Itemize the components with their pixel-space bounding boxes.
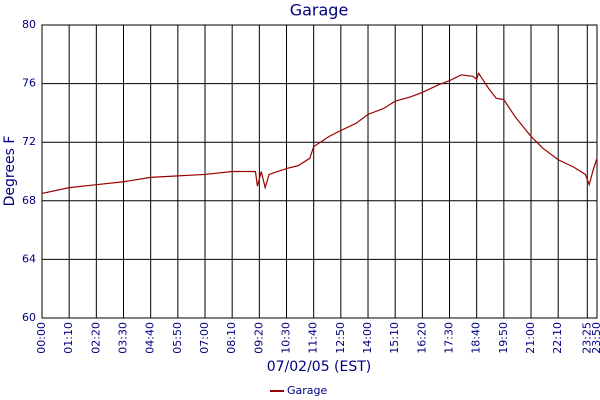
- x-tick-label: 08:10: [225, 322, 238, 354]
- y-tick-label: 64: [22, 252, 36, 265]
- x-tick-label: 12:50: [334, 322, 347, 354]
- x-tick-label: 09:20: [252, 322, 265, 354]
- y-tick-label: 68: [22, 194, 36, 207]
- x-axis-label: 07/02/05 (EST): [267, 359, 372, 375]
- x-tick-label: 17:30: [443, 322, 456, 354]
- legend-label: Garage: [287, 384, 328, 397]
- y-axis-label: Degrees F: [2, 136, 18, 207]
- x-tick-label: 22:10: [551, 322, 564, 354]
- y-tick-label: 80: [22, 18, 36, 31]
- x-tick-label: 19:50: [497, 322, 510, 354]
- x-tick-label: 00:00: [35, 322, 48, 354]
- plot-frame: [41, 24, 598, 319]
- x-tick-label: 07:00: [198, 322, 211, 354]
- x-tick-label: 10:30: [280, 322, 293, 354]
- x-tick-label: 18:40: [470, 322, 483, 354]
- x-tick-label: 02:20: [89, 322, 102, 354]
- x-tick-label: 11:40: [307, 322, 320, 354]
- x-tick-label: 14:00: [361, 322, 374, 354]
- y-tick-label: 72: [22, 135, 36, 148]
- y-tick-label: 76: [22, 77, 36, 90]
- x-tick-label: 16:20: [415, 322, 428, 354]
- y-tick-label: 60: [22, 311, 36, 324]
- data-line: [41, 71, 598, 195]
- x-tick-label: 05:50: [171, 322, 184, 354]
- chart-title: Garage: [290, 1, 349, 20]
- x-tick-label: 21:00: [524, 322, 537, 354]
- x-tick-label: 15:10: [388, 322, 401, 354]
- x-tick-label: 04:40: [144, 322, 157, 354]
- x-tick-label: 23:50: [590, 322, 600, 354]
- x-tick-label: 01:10: [62, 322, 75, 354]
- x-tick-label: 03:30: [117, 322, 130, 354]
- x-tick-label: 23:25: [580, 322, 593, 354]
